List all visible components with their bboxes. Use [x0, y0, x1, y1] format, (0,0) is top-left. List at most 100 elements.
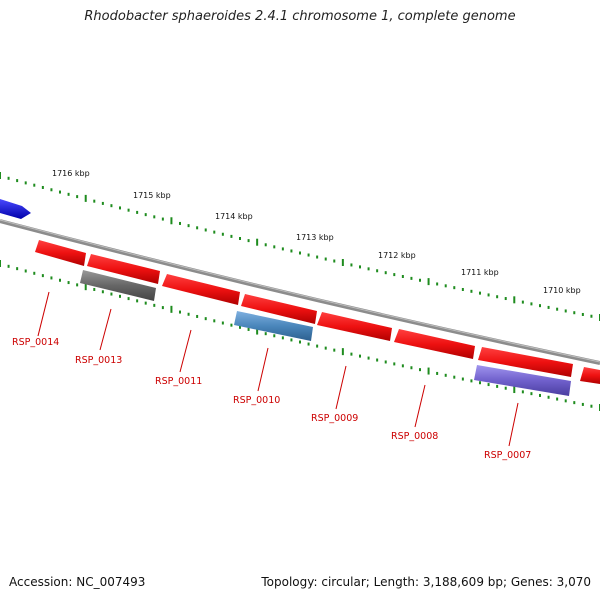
inner-minor-tick: [556, 397, 559, 401]
outer-minor-tick: [119, 206, 121, 210]
outer-minor-tick: [179, 221, 181, 225]
inner-minor-tick: [50, 276, 53, 280]
inner-minor-tick: [161, 306, 164, 310]
gene-label-rsp0014[interactable]: RSP_0014: [12, 337, 59, 348]
inner-minor-tick: [16, 267, 19, 271]
gene-arrow-edge[interactable]: [580, 367, 600, 384]
outer-minor-tick: [213, 230, 216, 234]
gene-arrow-rsp0010[interactable]: [241, 294, 317, 324]
inner-major-tick: [170, 305, 173, 313]
gene-box-steel[interactable]: [234, 311, 313, 341]
inner-minor-tick: [93, 287, 96, 291]
outer-minor-tick: [239, 237, 241, 241]
inner-major-tick: [427, 367, 430, 375]
inner-minor-tick: [127, 297, 130, 301]
inner-minor-tick: [281, 336, 284, 340]
inner-minor-tick: [59, 278, 61, 282]
gene-arrow-rsp0009[interactable]: [317, 312, 392, 341]
outer-minor-tick: [367, 267, 370, 271]
inner-tick-track: [0, 260, 600, 411]
outer-minor-tick: [393, 273, 396, 277]
gene-box-gray[interactable]: [80, 270, 156, 301]
inner-minor-tick: [384, 360, 387, 364]
map-title: Rhodobacter sphaeroides 2.4.1 chromosome…: [84, 9, 516, 24]
gene-arrow-rsp0008[interactable]: [394, 329, 475, 359]
inner-minor-tick: [530, 392, 533, 396]
inner-minor-tick: [119, 294, 121, 298]
inner-minor-tick: [67, 281, 70, 285]
outer-minor-tick: [479, 291, 481, 295]
outer-minor-tick: [410, 276, 413, 280]
inner-minor-tick: [590, 404, 593, 408]
inner-major-tick: [84, 283, 87, 291]
gene-arrow-rsp0013[interactable]: [87, 254, 160, 284]
inner-minor-tick: [213, 319, 216, 323]
outer-minor-tick: [204, 228, 207, 232]
gene-blue-arrow[interactable]: [0, 199, 31, 219]
gene-label-rsp0009[interactable]: RSP_0009: [311, 413, 358, 424]
outer-minor-tick: [564, 309, 567, 313]
leader-rsp0008: [414, 384, 426, 428]
gene-arrow-rsp0007[interactable]: [478, 347, 573, 377]
inner-minor-tick: [299, 340, 301, 344]
outer-minor-tick: [230, 234, 233, 238]
outer-minor-tick: [556, 307, 559, 311]
outer-minor-tick: [281, 247, 284, 251]
chromosome-backbone-highlight: [0, 219, 600, 363]
leader-rsp0011: [179, 329, 192, 373]
inner-minor-tick: [333, 348, 336, 352]
inner-minor-tick: [41, 274, 44, 278]
inner-minor-tick: [410, 366, 413, 370]
outer-minor-tick: [16, 179, 19, 183]
inner-minor-tick: [264, 332, 267, 336]
gene-arrow-rsp0014[interactable]: [35, 240, 86, 266]
inner-minor-tick: [273, 334, 276, 338]
inner-minor-tick: [247, 327, 250, 331]
accession-text: Accession: NC_007493: [9, 575, 146, 589]
inner-minor-tick: [359, 354, 361, 358]
kbp-label-1713: 1713 kbp: [296, 233, 334, 242]
outer-minor-tick: [453, 286, 456, 290]
inner-minor-tick: [487, 383, 490, 387]
inner-minor-tick: [221, 321, 224, 325]
outer-minor-tick: [50, 188, 53, 192]
outer-minor-tick: [419, 278, 421, 282]
outer-minor-tick: [299, 251, 301, 255]
gene-label-rsp0007[interactable]: RSP_0007: [484, 450, 531, 461]
outer-minor-tick: [324, 257, 327, 261]
gene-label-rsp0010[interactable]: RSP_0010: [233, 395, 280, 406]
inner-minor-tick: [376, 358, 379, 362]
inner-minor-tick: [581, 402, 584, 406]
outer-minor-tick: [187, 224, 190, 228]
inner-minor-tick: [76, 283, 79, 287]
outer-tick-track: [0, 172, 600, 321]
gene-box-purple[interactable]: [474, 365, 571, 396]
kbp-label-1712: 1712 kbp: [378, 251, 416, 260]
inner-minor-tick: [436, 371, 439, 375]
outer-minor-tick: [196, 226, 199, 230]
leader-rsp0013: [99, 308, 112, 351]
inner-minor-tick: [479, 381, 481, 385]
inner-minor-tick: [204, 317, 207, 321]
outer-minor-tick: [573, 311, 576, 315]
outer-minor-tick: [530, 302, 533, 306]
inner-minor-tick: [230, 323, 233, 327]
gene-label-rsp0011[interactable]: RSP_0011: [155, 376, 202, 387]
inner-minor-tick: [144, 301, 147, 305]
inner-major-tick: [0, 260, 1, 267]
outer-minor-tick: [93, 199, 96, 203]
inner-minor-tick: [350, 352, 353, 356]
outer-minor-tick: [264, 243, 267, 247]
outer-minor-tick: [221, 232, 224, 236]
gene-arrow-rsp0011[interactable]: [162, 274, 240, 305]
gene-label-rsp0008[interactable]: RSP_0008: [391, 431, 438, 442]
kbp-label-1714: 1714 kbp: [215, 212, 253, 221]
outer-minor-tick: [504, 297, 507, 301]
kbp-label-1711: 1711 kbp: [461, 268, 499, 277]
inner-minor-tick: [547, 395, 550, 399]
inner-minor-tick: [573, 401, 576, 405]
gene-label-rsp0013[interactable]: RSP_0013: [75, 355, 122, 366]
outer-minor-tick: [496, 295, 499, 299]
inner-minor-tick: [179, 310, 181, 314]
